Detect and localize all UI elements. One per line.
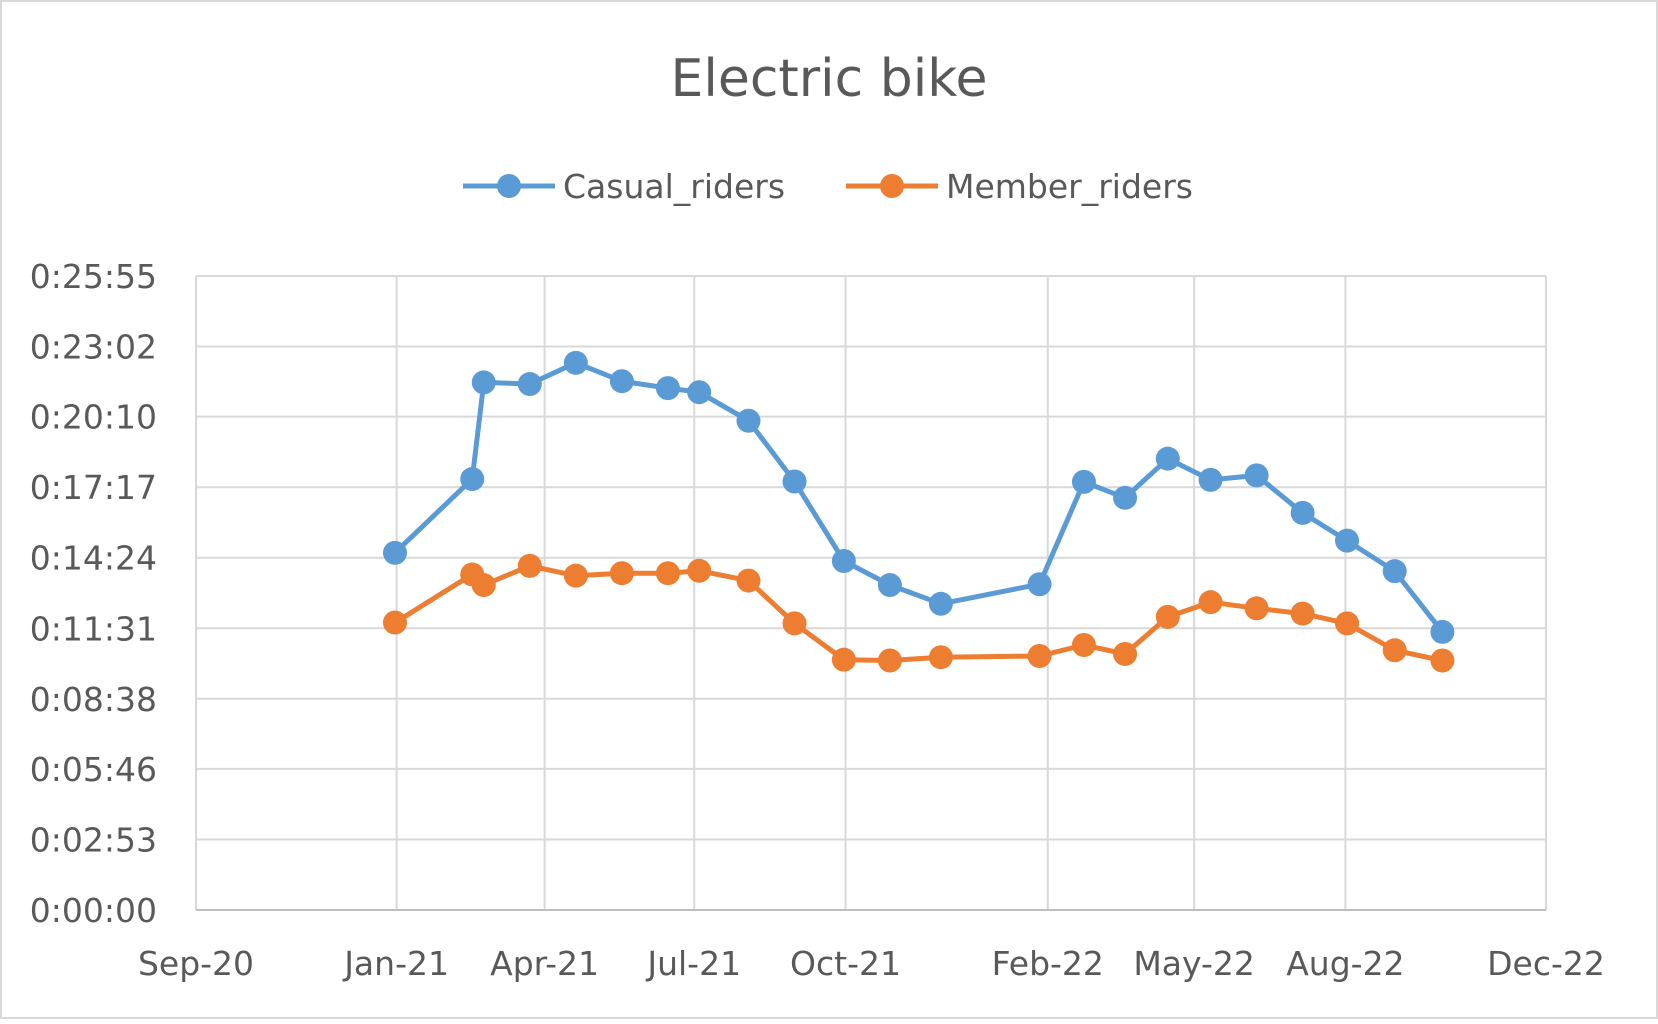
x-tick-label: Aug-22	[1286, 944, 1404, 983]
y-tick-label: 0:08:38	[30, 680, 157, 719]
data-point	[877, 573, 902, 598]
data-point	[687, 558, 712, 583]
data-point	[609, 561, 634, 586]
data-point	[736, 408, 761, 433]
data-point	[1198, 467, 1223, 492]
data-point	[1430, 619, 1455, 644]
series-member-riders	[382, 553, 1455, 673]
series-layer	[382, 350, 1455, 673]
x-tick-label: Dec-22	[1487, 944, 1605, 983]
y-tick-label: 0:00:00	[30, 891, 157, 930]
horizontal-gridlines	[196, 275, 1546, 911]
data-point	[831, 548, 856, 573]
data-point	[1113, 641, 1138, 666]
y-tick-label: 0:14:24	[30, 539, 157, 578]
legend-item: Casual_riders	[463, 167, 785, 206]
legend-item: Member_riders	[846, 167, 1193, 206]
chart-title: Electric bike	[671, 49, 988, 109]
vertical-gridlines	[195, 276, 1547, 910]
data-point	[471, 573, 496, 598]
x-tick-label: Jul-21	[645, 944, 741, 983]
data-point	[517, 372, 542, 397]
series-casual-riders	[382, 350, 1455, 644]
data-point	[655, 376, 680, 401]
y-tick-label: 0:11:31	[30, 609, 157, 648]
data-point	[1382, 559, 1407, 584]
y-tick-label: 0:20:10	[30, 398, 157, 437]
legend-marker	[497, 174, 521, 198]
data-point	[382, 540, 407, 565]
data-point	[460, 467, 485, 492]
legend-marker	[880, 174, 904, 198]
data-point	[1027, 572, 1052, 597]
data-point	[1198, 590, 1223, 615]
data-point	[655, 561, 680, 586]
data-point	[563, 563, 588, 588]
data-point	[609, 369, 634, 394]
data-point	[736, 568, 761, 593]
x-tick-label: Feb-22	[992, 944, 1104, 983]
y-axis-tick-labels: 0:00:00 0:02:53 0:05:46 0:08:38 0:11:31 0:14:…	[30, 257, 157, 930]
data-point	[877, 648, 902, 673]
data-point	[1244, 596, 1269, 621]
data-point	[928, 645, 953, 670]
data-point	[1290, 601, 1315, 626]
data-point	[782, 469, 807, 494]
x-tick-label: Apr-21	[490, 944, 599, 983]
x-tick-label: Jan-21	[342, 944, 449, 983]
y-tick-label: 0:05:46	[30, 750, 157, 789]
x-axis-tick-labels: Sep-20 Jan-21 Apr-21 Jul-21 Oct-21 Feb-22 May-…	[138, 944, 1605, 983]
data-point	[471, 370, 496, 395]
data-point	[1155, 446, 1180, 471]
data-point	[1027, 643, 1052, 668]
data-point	[1290, 500, 1315, 525]
legend: Casual_riders Member_riders	[463, 167, 1193, 206]
data-point	[831, 647, 856, 672]
x-tick-label: May-22	[1133, 944, 1255, 983]
legend-label: Member_riders	[946, 167, 1193, 206]
data-point	[928, 591, 953, 616]
data-point	[1113, 485, 1138, 510]
data-point	[1335, 611, 1360, 636]
data-point	[382, 610, 407, 635]
data-point	[687, 380, 712, 405]
data-point	[1335, 528, 1360, 553]
data-point	[1382, 638, 1407, 663]
x-tick-label: Oct-21	[790, 944, 901, 983]
y-tick-label: 0:23:02	[30, 328, 157, 367]
y-tick-label: 0:25:55	[30, 257, 157, 296]
data-point	[563, 350, 588, 375]
y-tick-label: 0:02:53	[30, 820, 157, 859]
data-point	[517, 553, 542, 578]
data-point	[1071, 632, 1096, 657]
y-tick-label: 0:17:17	[30, 468, 157, 507]
data-point	[1430, 648, 1455, 673]
data-point	[1071, 469, 1096, 494]
data-point	[1244, 463, 1269, 488]
data-point	[782, 611, 807, 636]
x-tick-label: Sep-20	[138, 944, 254, 983]
data-point	[1155, 604, 1180, 629]
legend-label: Casual_riders	[563, 167, 785, 206]
